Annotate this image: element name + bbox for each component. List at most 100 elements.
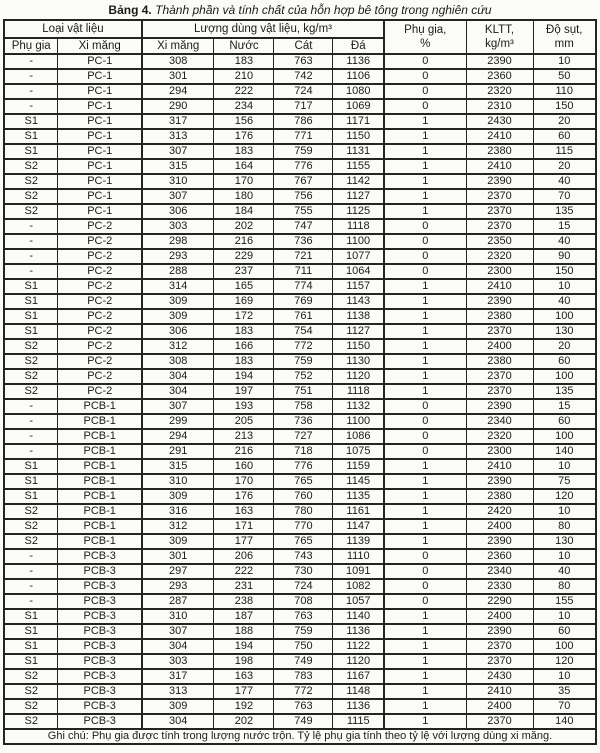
cell-cement: 316 [140,503,215,520]
cell-cement: 313 [140,128,215,145]
cell-cement: 303 [140,218,215,235]
cell-additive-pct: 1 [383,713,467,730]
cell-cement-type: PCB-3 [57,548,143,565]
header-col-cement: Xi măng [140,37,215,55]
table-row: - PCB-3 297 222 730 1091 0 2340 40 [3,563,597,580]
cell-cement: 315 [140,158,215,175]
header-group-material: Loại vật liệu [3,19,143,39]
cell-water: 176 [213,488,275,505]
cell-cement: 288 [140,263,215,280]
cell-additive: S1 [3,143,59,160]
cell-cement: 312 [140,338,215,355]
cell-additive: S1 [3,458,59,475]
cell-cement-type: PCB-1 [57,443,143,460]
cell-sand: 708 [273,593,334,610]
cell-additive: S1 [3,293,59,310]
cell-kltt: 2410 [465,683,534,700]
cell-kltt: 2390 [465,623,534,640]
cell-cement: 304 [140,638,215,655]
cell-cement-type: PCB-3 [57,623,143,640]
header-col-slump: Độ sụt, mm [532,19,597,55]
note-row: Ghi chú: Phụ gia được tính trong lượng n… [3,728,597,745]
cell-additive: - [3,593,59,610]
table-row: S1 PC-2 309 172 761 1138 1 2380 100 [3,308,597,325]
cell-water: 210 [213,68,275,85]
header-line: KLTT, [484,24,515,36]
cell-kltt: 2400 [465,698,534,715]
cell-sand: 765 [273,533,334,550]
table-row: - PCB-3 293 231 724 1082 0 2330 80 [3,578,597,595]
table-row: - PC-2 288 237 711 1064 0 2300 150 [3,263,597,280]
cell-additive-pct: 1 [383,143,467,160]
cell-sand: 711 [273,263,334,280]
cell-cement-type: PC-1 [57,173,143,190]
cell-water: 160 [213,458,275,475]
cell-slump: 10 [532,608,597,625]
cell-additive-pct: 1 [383,623,467,640]
cell-slump: 135 [532,383,597,400]
table-title-label: Bảng 4. [108,3,152,17]
cell-water: 202 [213,713,275,730]
cell-additive-pct: 0 [383,53,467,70]
cell-cement-type: PCB-1 [57,473,143,490]
cell-slump: 80 [532,578,597,595]
cell-cement: 306 [140,323,215,340]
cell-stone: 1150 [332,128,385,145]
cell-additive-pct: 0 [383,413,467,430]
cell-additive-pct: 1 [383,653,467,670]
cell-cement-type: PCB-3 [57,683,143,700]
table-row: S1 PCB-3 304 194 750 1122 1 2370 100 [3,638,597,655]
cell-cement-type: PC-2 [57,248,143,265]
table-row: S2 PC-2 304 194 752 1120 1 2370 100 [3,368,597,385]
cell-additive: - [3,413,59,430]
cell-kltt: 2340 [465,563,534,580]
cell-sand: 774 [273,278,334,295]
cell-additive: S2 [3,383,59,400]
cell-additive: - [3,548,59,565]
cell-additive-pct: 1 [383,383,467,400]
cell-stone: 1120 [332,368,385,385]
cell-additive-pct: 1 [383,503,467,520]
cell-stone: 1135 [332,488,385,505]
table-row: S1 PCB-3 307 188 759 1136 1 2390 60 [3,623,597,640]
cell-cement: 314 [140,278,215,295]
cell-cement: 301 [140,548,215,565]
cell-cement: 299 [140,413,215,430]
cell-slump: 10 [532,278,597,295]
cell-kltt: 2360 [465,68,534,85]
cell-stone: 1110 [332,548,385,565]
cell-additive: - [3,263,59,280]
cell-additive: S2 [3,338,59,355]
table-title: Bảng 4. Thành phần và tính chất của hỗn … [0,0,600,18]
table-row: S2 PCB-3 313 177 772 1148 1 2410 35 [3,683,597,700]
cell-stone: 1118 [332,383,385,400]
cell-additive: - [3,68,59,85]
cell-cement: 309 [140,488,215,505]
table-note: Ghi chú: Phụ gia được tính trong lượng n… [3,728,597,745]
cell-additive: S2 [3,368,59,385]
cell-additive-pct: 1 [383,323,467,340]
cell-additive: - [3,443,59,460]
cell-slump: 10 [532,53,597,70]
cell-cement-type: PCB-1 [57,503,143,520]
cell-additive-pct: 1 [383,308,467,325]
cell-sand: 749 [273,713,334,730]
cell-stone: 1125 [332,203,385,220]
table-row: - PC-2 298 216 736 1100 0 2350 40 [3,233,597,250]
cell-water: 193 [213,398,275,415]
cell-water: 170 [213,173,275,190]
cell-kltt: 2310 [465,98,534,115]
cell-cement-type: PC-2 [57,218,143,235]
cell-additive: S1 [3,623,59,640]
cell-kltt: 2300 [465,263,534,280]
cell-cement-type: PC-1 [57,188,143,205]
cell-sand: 759 [273,623,334,640]
cell-kltt: 2380 [465,308,534,325]
table-row: S2 PCB-1 309 177 765 1139 1 2390 130 [3,533,597,550]
cell-sand: 758 [273,398,334,415]
cell-kltt: 2430 [465,113,534,130]
cell-additive: - [3,428,59,445]
cell-stone: 1148 [332,683,385,700]
cell-water: 188 [213,623,275,640]
header-group-amount: Lượng dùng vật liệu, kg/m³ [140,19,385,39]
